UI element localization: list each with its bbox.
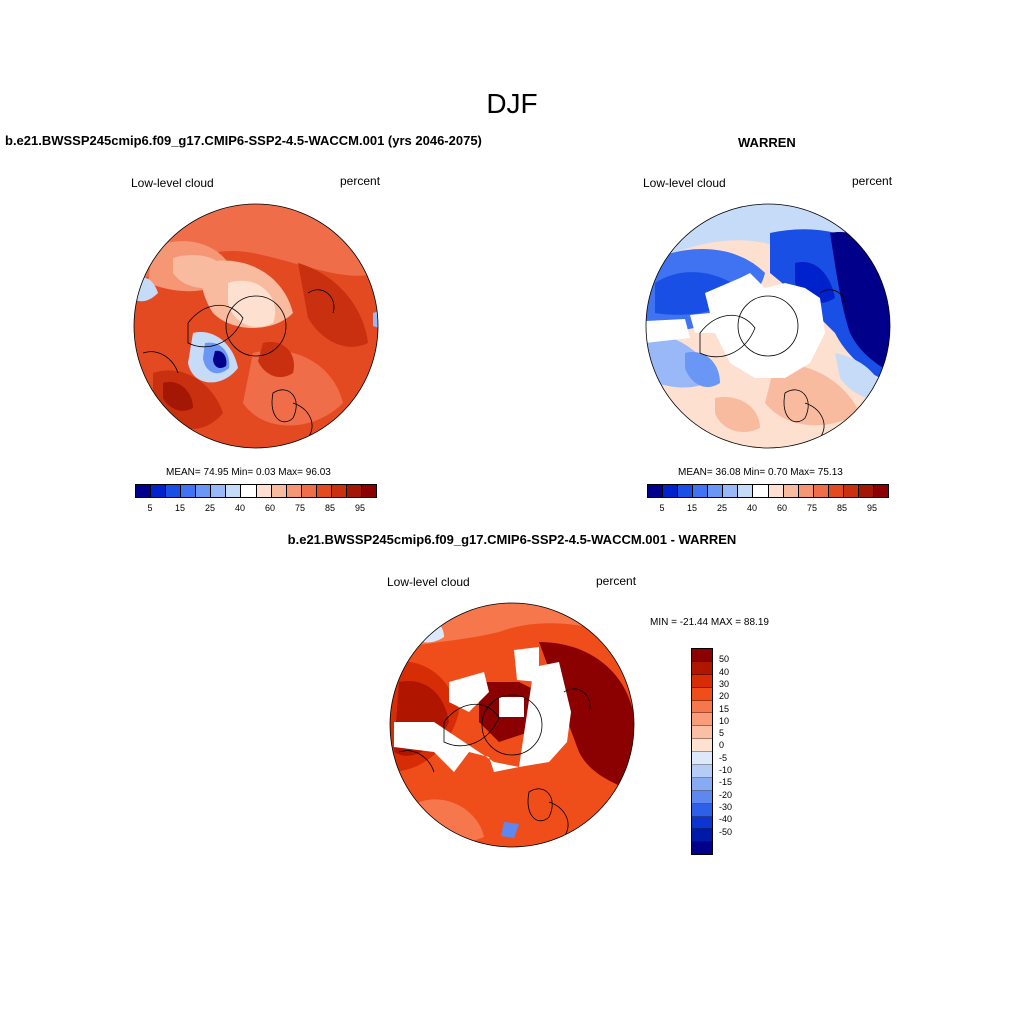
colorbar-swatch bbox=[692, 752, 712, 766]
model-variable-label: Low-level cloud bbox=[131, 176, 214, 190]
colorbar-swatch bbox=[648, 485, 664, 497]
colorbar-swatch bbox=[678, 485, 694, 497]
colorbar-tick-label: 5 bbox=[659, 503, 665, 513]
colorbar-swatch bbox=[301, 485, 317, 497]
colorbar-swatch bbox=[331, 485, 347, 497]
colorbar-swatch bbox=[211, 485, 227, 497]
colorbar-tick-label: 5 bbox=[719, 728, 725, 739]
model-polar-map bbox=[133, 203, 379, 449]
colorbar-swatch bbox=[226, 485, 242, 497]
figure-title: DJF bbox=[486, 88, 538, 119]
colorbar-tick-label: -40 bbox=[719, 814, 733, 825]
colorbar-tick-label: 25 bbox=[716, 503, 727, 513]
colorbar-swatch bbox=[361, 485, 376, 497]
colorbar-swatch bbox=[692, 777, 712, 791]
colorbar-swatch bbox=[692, 765, 712, 778]
colorbar-swatch bbox=[316, 485, 332, 497]
obs-units-label: percent bbox=[852, 174, 893, 188]
colorbar-swatch bbox=[692, 674, 712, 688]
colorbar-swatch bbox=[166, 485, 182, 497]
colorbar-swatch bbox=[271, 485, 287, 497]
colorbar-tick-label: 40 bbox=[746, 503, 757, 513]
colorbar-swatch bbox=[241, 485, 257, 497]
colorbar-tick-label: 10 bbox=[719, 715, 730, 726]
colorbar-swatch bbox=[708, 485, 724, 497]
colorbar-tick-label: 20 bbox=[719, 691, 730, 702]
colorbar-swatch bbox=[692, 661, 712, 675]
colorbar-swatch bbox=[346, 485, 362, 497]
colorbar-tick-label: 60 bbox=[776, 503, 787, 513]
colorbar-swatch bbox=[692, 790, 712, 804]
colorbar-swatch bbox=[692, 739, 712, 753]
colorbar-tick-label: 75 bbox=[806, 503, 817, 513]
diff-units-label: percent bbox=[596, 574, 637, 588]
colorbar-tick-label: 95 bbox=[866, 503, 877, 513]
colorbar-tick-label: 95 bbox=[354, 503, 365, 513]
colorbar-swatch bbox=[753, 485, 769, 497]
colorbar-swatch bbox=[692, 842, 712, 855]
model-stats: MEAN= 74.95 Min= 0.03 Max= 96.03 bbox=[166, 467, 331, 478]
colorbar-swatch bbox=[858, 485, 874, 497]
colorbar-swatch bbox=[181, 485, 197, 497]
obs-colorbar bbox=[647, 484, 889, 498]
colorbar-tick-label: 5 bbox=[147, 503, 153, 513]
obs-stats: MEAN= 36.08 Min= 0.70 Max= 75.13 bbox=[678, 467, 843, 478]
colorbar-tick-label: 50 bbox=[719, 654, 730, 665]
colorbar-swatch bbox=[798, 485, 814, 497]
colorbar-swatch bbox=[692, 726, 712, 740]
colorbar-tick-label: 40 bbox=[719, 666, 730, 677]
colorbar-swatch bbox=[783, 485, 799, 497]
diff-polar-map bbox=[389, 602, 635, 848]
colorbar-tick-label: -30 bbox=[719, 801, 733, 812]
diff-stats: MIN = -21.44 MAX = 88.19 bbox=[650, 617, 769, 628]
colorbar-swatch bbox=[692, 803, 712, 817]
colorbar-swatch bbox=[136, 485, 152, 497]
obs-variable-label: Low-level cloud bbox=[643, 176, 726, 190]
model-colorbar bbox=[135, 484, 377, 498]
colorbar-tick-label: 15 bbox=[174, 503, 185, 513]
obs-polar-map bbox=[645, 203, 891, 449]
colorbar-swatch bbox=[692, 700, 712, 714]
obs-panel-title: WARREN bbox=[738, 135, 796, 150]
colorbar-tick-label: 60 bbox=[264, 503, 275, 513]
colorbar-tick-label: -50 bbox=[719, 826, 733, 837]
colorbar-swatch bbox=[692, 687, 712, 701]
colorbar-tick-label: 85 bbox=[836, 503, 847, 513]
colorbar-swatch bbox=[286, 485, 302, 497]
colorbar-tick-label: 30 bbox=[719, 678, 730, 689]
colorbar-swatch bbox=[196, 485, 212, 497]
colorbar-tick-label: 85 bbox=[324, 503, 335, 513]
colorbar-tick-label: -5 bbox=[719, 752, 728, 763]
colorbar-tick-label: 0 bbox=[719, 740, 725, 751]
colorbar-swatch bbox=[813, 485, 829, 497]
diff-colorbar bbox=[691, 648, 713, 856]
colorbar-swatch bbox=[723, 485, 739, 497]
colorbar-swatch bbox=[692, 829, 712, 843]
model-units-label: percent bbox=[340, 174, 381, 188]
colorbar-swatch bbox=[256, 485, 272, 497]
colorbar-swatch bbox=[663, 485, 679, 497]
colorbar-tick-label: -10 bbox=[719, 765, 733, 775]
colorbar-tick-label: -15 bbox=[719, 777, 733, 788]
colorbar-swatch bbox=[692, 649, 712, 662]
colorbar-tick-label: 40 bbox=[234, 503, 245, 513]
colorbar-swatch bbox=[692, 713, 712, 727]
colorbar-swatch bbox=[768, 485, 784, 497]
colorbar-swatch bbox=[843, 485, 859, 497]
diff-panel-title: b.e21.BWSSP245cmip6.f09_g17.CMIP6-SSP2-4… bbox=[287, 532, 737, 547]
model-panel-title: b.e21.BWSSP245cmip6.f09_g17.CMIP6-SSP2-4… bbox=[5, 133, 482, 148]
colorbar-swatch bbox=[693, 485, 709, 497]
colorbar-tick-label: 15 bbox=[719, 703, 730, 714]
diff-variable-label: Low-level cloud bbox=[387, 575, 470, 589]
colorbar-tick-label: 15 bbox=[686, 503, 697, 513]
colorbar-swatch bbox=[151, 485, 167, 497]
colorbar-swatch bbox=[738, 485, 754, 497]
colorbar-tick-label: 25 bbox=[204, 503, 215, 513]
colorbar-tick-label: -20 bbox=[719, 789, 733, 800]
colorbar-swatch bbox=[828, 485, 844, 497]
colorbar-swatch bbox=[873, 485, 888, 497]
colorbar-tick-label: 75 bbox=[294, 503, 305, 513]
colorbar-swatch bbox=[692, 816, 712, 830]
